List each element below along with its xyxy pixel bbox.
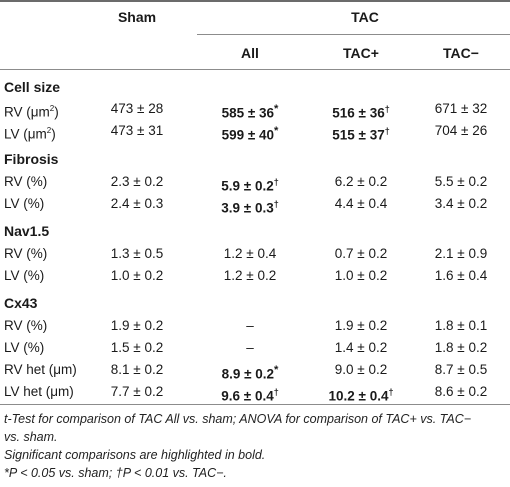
value-tac-plus: 10.2 ± 0.4† [328,387,394,404]
value-tac-plus: 9.0 ± 0.2 [334,362,388,377]
value-tac-minus: 8.6 ± 0.2 [434,384,488,399]
value-tac-plus: 0.7 ± 0.2 [334,246,388,261]
value-sham: 1.0 ± 0.2 [110,268,164,283]
bottom-rule [0,404,510,405]
value-sham: 8.1 ± 0.2 [110,362,164,377]
header-tac-minus: TAC− [443,45,479,61]
header-sham: Sham [117,9,157,25]
value-tac-plus: 4.4 ± 0.4 [334,196,388,211]
value-tac-all: 1.2 ± 0.4 [223,246,277,261]
value-tac-minus: 1.8 ± 0.2 [434,340,488,355]
value-sham: 7.7 ± 0.2 [110,384,164,399]
value-tac-all: 599 ± 40* [221,125,279,143]
row-label: LV (μm2) [4,126,56,142]
header-tac: TAC [351,9,379,25]
row-label: RV het (μm) [4,362,77,377]
row-label: LV het (μm) [4,384,74,399]
row-label: LV (%) [4,196,45,211]
value-tac-all: – [246,318,254,333]
value-tac-all: 585 ± 36* [221,103,279,121]
row-label: RV (μm2) [4,104,59,120]
footnote-bold: Significant comparisons are highlighted … [4,448,266,462]
value-tac-plus: 515 ± 37† [332,126,390,143]
footnote-tests-line1: t-Test for comparison of TAC All vs. sha… [4,412,472,426]
value-tac-plus: 6.2 ± 0.2 [334,174,388,189]
row-label: LV (%) [4,340,45,355]
value-tac-minus: 5.5 ± 0.2 [434,174,488,189]
value-tac-plus: 1.4 ± 0.2 [334,340,388,355]
value-tac-minus: 1.8 ± 0.1 [434,318,488,333]
value-tac-plus: 1.0 ± 0.2 [334,268,388,283]
value-tac-all: 5.9 ± 0.2† [221,177,279,194]
section-cx43: Cx43 [4,295,38,311]
value-tac-all: – [246,340,254,355]
value-sham: 473 ± 28 [110,101,164,116]
value-tac-minus: 3.4 ± 0.2 [434,196,488,211]
header-rule [0,69,510,70]
top-rule [0,0,510,2]
value-tac-all: 3.9 ± 0.3† [221,199,279,216]
section-fibrosis: Fibrosis [4,151,59,167]
value-sham: 1.5 ± 0.2 [110,340,164,355]
value-sham: 2.4 ± 0.3 [110,196,164,211]
section-cell-size: Cell size [4,79,61,95]
value-tac-all: 9.6 ± 0.4† [221,387,279,404]
header-tac-plus: TAC+ [343,45,379,61]
value-tac-minus: 8.7 ± 0.5 [434,362,488,377]
footnote-tests-line2: vs. sham. [4,430,58,444]
value-tac-plus: 1.9 ± 0.2 [334,318,388,333]
value-sham: 2.3 ± 0.2 [110,174,164,189]
row-label: RV (%) [4,318,48,333]
value-sham: 1.3 ± 0.5 [110,246,164,261]
value-sham: 473 ± 31 [110,123,164,138]
footnote-significance: *P < 0.05 vs. sham; †P < 0.01 vs. TAC−. [4,466,227,480]
row-label: LV (%) [4,268,45,283]
value-tac-minus: 1.6 ± 0.4 [434,268,488,283]
tac-subheader-rule [197,34,510,35]
row-label: RV (%) [4,174,48,189]
value-tac-minus: 2.1 ± 0.9 [434,246,488,261]
value-tac-all: 1.2 ± 0.2 [223,268,277,283]
section-nav15: Nav1.5 [4,223,50,239]
header-tac-all: All [241,45,259,61]
value-tac-minus: 704 ± 26 [434,123,488,138]
row-label: RV (%) [4,246,48,261]
table-footnotes: t-Test for comparison of TAC All vs. sha… [4,410,504,482]
value-tac-minus: 671 ± 32 [434,101,488,116]
value-sham: 1.9 ± 0.2 [110,318,164,333]
value-tac-all: 8.9 ± 0.2* [221,364,279,382]
value-tac-plus: 516 ± 36† [332,104,390,121]
